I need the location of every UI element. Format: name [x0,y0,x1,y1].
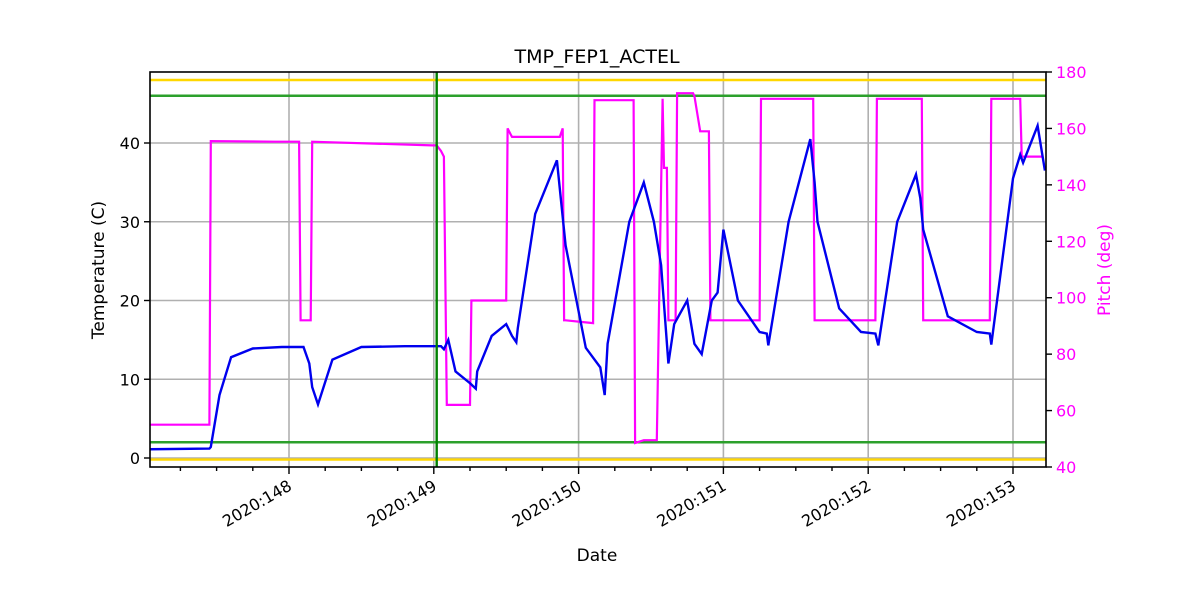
y2-tick-label: 160 [1056,119,1087,138]
y-tick-label: 20 [120,292,140,311]
plot-area [150,92,1046,451]
x-axis-label: Date [577,546,618,566]
y2-tick-label: 80 [1056,345,1076,364]
limit-lines [150,78,1046,461]
plot-frame [149,71,1047,468]
y-tick-label: 10 [120,370,140,389]
y-axis-label: Temperature (C) [89,201,109,340]
y2-tick-label: 180 [1056,63,1087,82]
y-tick-label: 40 [120,134,140,153]
y-tick-label: 30 [120,213,140,232]
y2-tick-label: 140 [1056,176,1087,195]
y2-tick-label: 120 [1056,232,1087,251]
chart-title: TMP_FEP1_ACTEL [513,46,679,68]
temperature-series-line [150,121,1046,451]
y-axis-right: 40 60 80 100 120 140 160 180 [1046,63,1087,477]
y2-tick-label: 100 [1056,289,1087,308]
y2-axis-label: Pitch (deg) [1095,224,1115,316]
y2-tick-label: 40 [1056,458,1076,477]
y-axis-left: 0 10 20 30 40 [120,134,150,468]
y-tick-label: 0 [130,449,140,468]
y2-tick-label: 60 [1056,402,1076,421]
pitch-series-line [150,92,1042,445]
